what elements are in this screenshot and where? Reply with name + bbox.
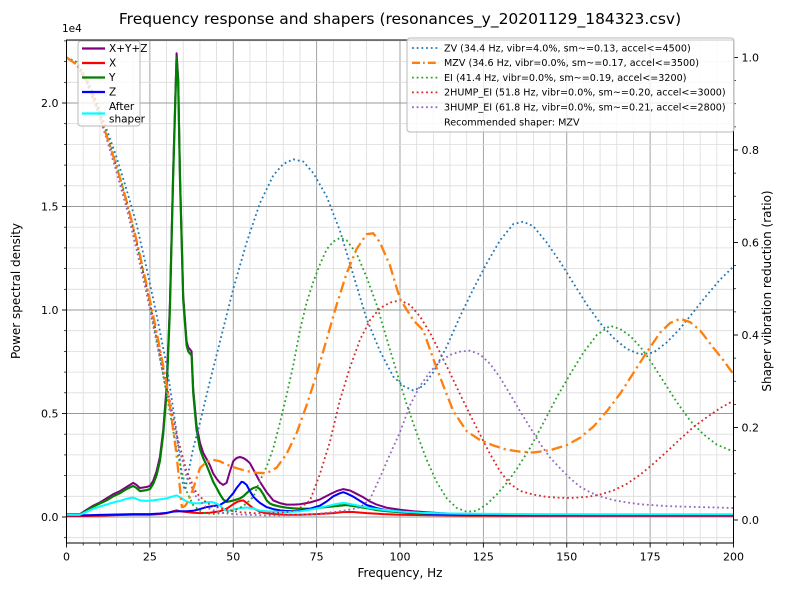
legend-label-ei: EI (41.4 Hz, vibr=0.0%, sm~=0.19, accel<…: [444, 73, 686, 84]
y-right-tick-label: 0.6: [742, 237, 760, 250]
y-right-tick-label: 0.4: [742, 329, 760, 342]
curve-2hump-ei: [66, 56, 734, 514]
y-left-tick-label: 2.0: [41, 97, 59, 110]
x-tick-label: 25: [143, 551, 157, 564]
legend-label-y: Y: [108, 72, 116, 84]
legend-label-2hump-ei: 2HUMP_EI (51.8 Hz, vibr=0.0%, sm~=0.20, …: [444, 88, 726, 99]
curve-ei: [66, 56, 734, 515]
legend-label-x: X: [109, 58, 116, 70]
x-tick-label: 150: [556, 551, 577, 564]
y-left-axis-label: Power spectral density: [9, 223, 23, 359]
y-left-tick-label: 0.0: [41, 511, 59, 524]
y-left-tick-label: 1.5: [41, 201, 59, 214]
x-tick-label: 75: [310, 551, 324, 564]
legend-shapers: ZV (34.4 Hz, vibr=4.0%, sm~=0.13, accel<…: [406, 37, 735, 133]
curve-x-y-z: [66, 52, 734, 516]
legend-label-3hump-ei: 3HUMP_EI (61.8 Hz, vibr=0.0%, sm~=0.21, …: [444, 103, 726, 114]
y-right-tick-label: 0.0: [742, 514, 760, 527]
y-left-tick-label: 0.5: [41, 408, 59, 421]
axes: 0 25 50 75 100 125 150 175 200 0.0 0.5 1.0 1.5 2.0 0.0…: [41, 39, 760, 564]
y-left-tick-label: 1.0: [41, 304, 59, 317]
x-tick-label: 100: [390, 551, 411, 564]
x-tick-label: 200: [723, 551, 744, 564]
curve-after-shaper: [66, 494, 734, 516]
y-right-tick-label: 0.8: [742, 144, 760, 157]
y-right-axis-label: Shaper vibration reduction (ratio): [760, 190, 774, 391]
x-axis-label: Frequency, Hz: [358, 566, 443, 580]
legend-label-mzv: MZV (34.6 Hz, vibr=0.0%, sm~=0.17, accel…: [444, 58, 699, 69]
x-tick-label: 50: [226, 551, 240, 564]
y-right-tick-label: 0.2: [742, 422, 760, 435]
curve-zv: [66, 56, 734, 491]
x-tick-label: 0: [63, 551, 70, 564]
y-left-offset-label: 1e4: [62, 23, 82, 35]
data-curves: [66, 52, 734, 517]
legend-label-after: After: [109, 101, 135, 113]
legend-recommended-shaper: Recommended shaper: MZV: [444, 117, 580, 128]
curve-3hump-ei: [66, 56, 734, 517]
chart-title: Frequency response and shapers (resonanc…: [119, 10, 681, 29]
legend-shapers-box: [406, 37, 735, 133]
grid-lines: [66, 40, 734, 543]
legend-label-zv: ZV (34.4 Hz, vibr=4.0%, sm~=0.13, accel<…: [444, 43, 691, 54]
legend-psd: X+Y+Z X Y Z After shaper: [77, 40, 147, 127]
legend-label-z: Z: [109, 87, 116, 99]
curve-mzv: [66, 56, 734, 509]
x-tick-label: 125: [473, 551, 494, 564]
x-tick-label: 175: [640, 551, 661, 564]
legend-label-xyz: X+Y+Z: [109, 43, 147, 55]
legend-label-shaper: shaper: [109, 114, 146, 126]
y-right-tick-label: 1.0: [742, 52, 760, 65]
